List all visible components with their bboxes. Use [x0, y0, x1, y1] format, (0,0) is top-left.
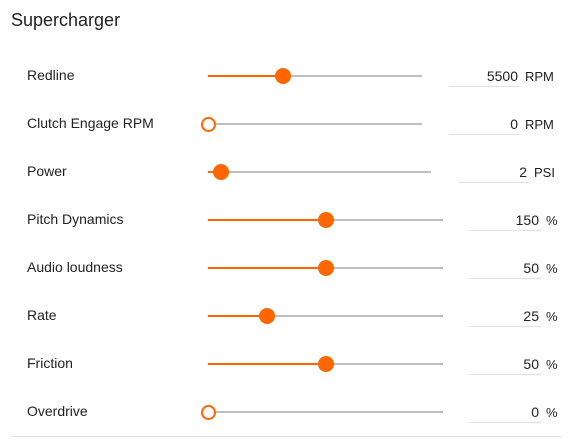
setting-label: Overdrive [27, 403, 88, 419]
setting-row-audio-loudness: Audio loudness % [0, 244, 572, 292]
slider-track[interactable] [208, 75, 422, 77]
slider-fill [208, 219, 326, 221]
setting-row-overdrive: Overdrive % [0, 388, 572, 436]
redline-slider[interactable] [208, 68, 422, 84]
slider-thumb[interactable] [213, 164, 229, 180]
setting-label: Rate [27, 307, 57, 323]
friction-slider[interactable] [208, 356, 443, 372]
slider-track[interactable] [208, 315, 443, 317]
unit-label: RPM [525, 117, 554, 132]
setting-label: Audio loudness [27, 259, 123, 275]
bottom-divider [11, 436, 561, 437]
slider-fill [208, 363, 326, 365]
friction-value-input[interactable] [470, 353, 541, 375]
clutch-engage-rpm-slider[interactable] [201, 116, 422, 132]
setting-label: Power [27, 163, 67, 179]
slider-fill [208, 75, 283, 77]
unit-label: RPM [525, 69, 554, 84]
rate-value-input[interactable] [470, 305, 541, 327]
slider-thumb[interactable] [201, 405, 216, 420]
slider-thumb[interactable] [318, 260, 334, 276]
slider-thumb[interactable] [259, 308, 275, 324]
unit-label: % [546, 357, 558, 372]
unit-label: % [546, 309, 558, 324]
setting-label: Redline [27, 67, 75, 83]
setting-label: Clutch Engage RPM [27, 115, 154, 131]
slider-thumb[interactable] [201, 117, 216, 132]
redline-value-input[interactable] [449, 65, 520, 87]
setting-label: Pitch Dynamics [27, 211, 124, 227]
unit-label: % [546, 213, 558, 228]
setting-row-clutch-engage-rpm: Clutch Engage RPM RPM [0, 100, 572, 148]
pitch-dynamics-slider[interactable] [208, 212, 443, 228]
slider-thumb[interactable] [275, 68, 291, 84]
unit-label: PSI [534, 165, 555, 180]
panel-title: Supercharger [11, 10, 121, 30]
audio-loudness-value-input[interactable] [470, 257, 541, 279]
overdrive-slider[interactable] [201, 404, 443, 420]
pitch-dynamics-value-input[interactable] [470, 209, 541, 231]
slider-track[interactable] [208, 171, 431, 173]
power-value-input[interactable] [458, 161, 529, 183]
unit-label: % [546, 261, 558, 276]
setting-label: Friction [27, 355, 73, 371]
setting-row-friction: Friction % [0, 340, 572, 388]
setting-row-rate: Rate % [0, 292, 572, 340]
unit-label: % [546, 405, 558, 420]
audio-loudness-slider[interactable] [208, 260, 443, 276]
slider-track[interactable] [208, 123, 422, 125]
setting-row-redline: Redline RPM [0, 52, 572, 100]
setting-row-power: Power PSI [0, 148, 572, 196]
power-slider[interactable] [208, 164, 431, 180]
slider-thumb[interactable] [318, 212, 334, 228]
setting-row-pitch-dynamics: Pitch Dynamics % [0, 196, 572, 244]
slider-fill [208, 315, 267, 317]
slider-fill [208, 267, 326, 269]
clutch-engage-rpm-value-input[interactable] [449, 113, 520, 135]
slider-track[interactable] [208, 411, 443, 413]
rate-slider[interactable] [208, 308, 443, 324]
overdrive-value-input[interactable] [470, 401, 541, 423]
slider-thumb[interactable] [318, 356, 334, 372]
